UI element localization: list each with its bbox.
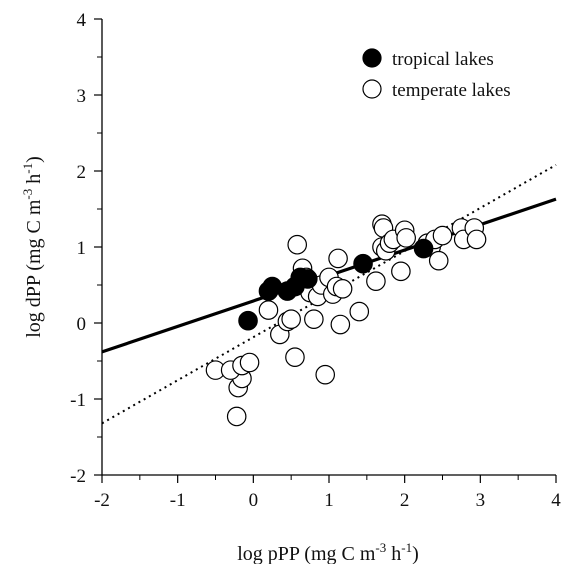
x-tick-label: 1	[324, 490, 334, 511]
x-tick-label: -2	[94, 490, 110, 511]
y-axis-title-end: )	[23, 156, 45, 163]
temperate-lakes-point-26	[349, 301, 370, 322]
x-axis-title-exp: -3	[375, 540, 386, 555]
y-axis-title: log dPP (mg C m-3 h-1)	[20, 156, 45, 338]
temperate-lakes-point-40	[428, 250, 449, 271]
tropical-lakes-point-0	[238, 310, 258, 331]
temperate-lakes-point-10	[281, 309, 301, 329]
x-tick-label: -1	[170, 490, 186, 511]
temperate-lakes-point-12	[287, 234, 308, 255]
tropical-lakes-point-8	[413, 238, 434, 259]
x-axis-title-base: log pPP (mg C m	[237, 543, 376, 564]
x-axis-title-exp2: -1	[401, 540, 412, 555]
x-axis-title-end: )	[412, 543, 419, 564]
tropical-lakes-point-7	[353, 253, 373, 274]
temperate-lakes-point-45	[466, 229, 487, 250]
temperate-lakes-point-19	[315, 364, 336, 385]
legend-label-temperate-lakes: temperate lakes	[392, 80, 511, 101]
y-axis-title-base: log dPP (mg C m	[23, 199, 45, 338]
y-tick-label: 1	[77, 238, 87, 259]
y-tick-label: 2	[77, 162, 87, 183]
x-tick-label: 3	[476, 490, 486, 511]
temperate-lakes-point-25	[332, 278, 353, 299]
y-axis-title-exp2: -1	[20, 163, 35, 174]
temperate-lakes-point-6	[239, 352, 260, 373]
legend-marker-temperate-lakes	[362, 79, 382, 99]
data-points	[205, 214, 487, 427]
y-tick-label: 0	[77, 314, 87, 335]
temperate-lakes-point-23	[328, 248, 348, 269]
legend-label-tropical-lakes: tropical lakes	[392, 49, 494, 70]
legend: tropical lakes temperate lakes	[362, 48, 511, 101]
y-tick-label: -1	[70, 390, 86, 411]
tropical-lakes-point-6	[298, 269, 318, 289]
temperate-lakes-point-41	[432, 225, 453, 246]
temperate-lakes-point-24	[330, 314, 351, 335]
axes: -2 -1 0 1 2 3 4 -2 -1 0 1 2 3 4	[70, 10, 561, 511]
y-tick-label: 3	[77, 86, 87, 107]
temperate-lakes-point-7	[258, 300, 279, 320]
y-axis-title-exp: -3	[20, 189, 35, 200]
temperate-lakes-point-27	[366, 271, 386, 291]
x-axis-title-mid: h	[386, 543, 401, 564]
temperate-lakes-point-16	[304, 309, 324, 329]
x-tick-label: 4	[551, 490, 561, 511]
temperate-lakes-point-36	[396, 228, 416, 248]
y-tick-label: -2	[70, 466, 86, 487]
temperate-lakes-point-34	[391, 261, 411, 282]
temperate-lakes-point-11	[285, 347, 305, 367]
x-tick-label: 2	[400, 490, 410, 511]
temperate-lakes-point-0	[226, 406, 247, 427]
x-tick-label: 0	[249, 490, 259, 511]
y-tick-label: 4	[77, 10, 87, 31]
legend-marker-tropical-lakes	[362, 48, 382, 68]
x-axis-title: log pPP (mg C m-3 h-1)	[237, 540, 419, 564]
y-axis-title-mid: h	[23, 174, 45, 189]
